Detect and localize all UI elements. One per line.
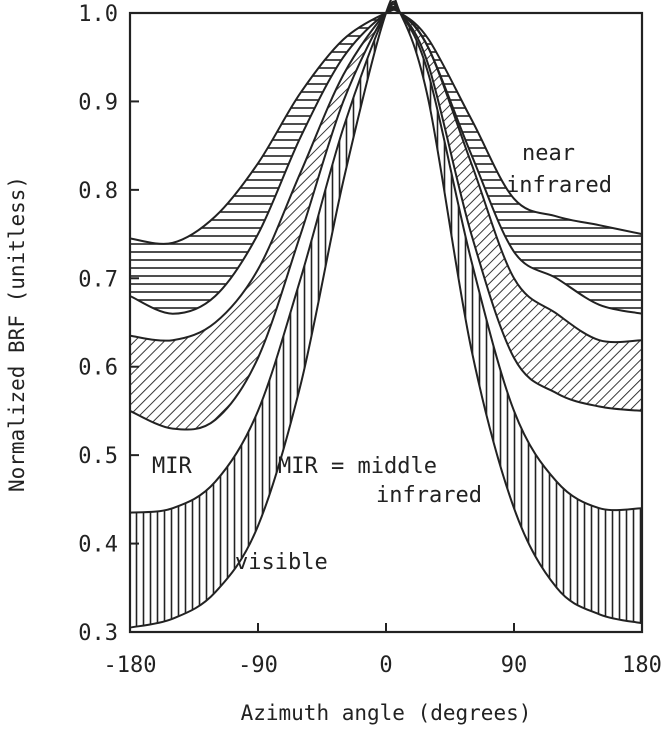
- band-1-lower-edge: [129, 3, 643, 431]
- annotation-infrared-nir: infrared: [506, 173, 612, 198]
- band-1-upper-edge: [129, 5, 643, 344]
- band-2-area: [130, 0, 642, 628]
- y-tick-label-2: 0.5: [78, 444, 118, 469]
- band-2-lower-edge: [129, 0, 643, 629]
- annotation-infrared-mir: infrared: [376, 483, 482, 508]
- x-tick-label-4: 180: [622, 653, 662, 678]
- x-tick-label-1: -90: [238, 653, 278, 678]
- annotation-mir: MIR: [152, 454, 192, 479]
- x-tick-label-2: 0: [379, 653, 392, 678]
- annotation-near: near: [522, 141, 575, 166]
- band-2-upper-edge: [129, 0, 643, 514]
- x-axis-title: Azimuth angle (degrees): [241, 701, 532, 725]
- band-0-area: [130, 7, 642, 314]
- y-tick-label-4: 0.7: [78, 267, 118, 292]
- band-1-area: [130, 4, 642, 430]
- x-tick-label-3: 90: [501, 653, 528, 678]
- y-tick-label-7: 1.0: [78, 2, 118, 27]
- x-tick-label-0: -180: [104, 653, 157, 678]
- y-tick-label-5: 0.8: [78, 179, 118, 204]
- annotation-mir-definition: MIR = middle: [278, 454, 437, 479]
- tick-layer: -180 -90 0 90 180 0.3 0.4 0.5 0.6 0.7 0.8 0.9 1.0: [78, 2, 662, 678]
- plot-frame: [128, 11, 644, 634]
- y-tick-label-1: 0.4: [78, 533, 118, 558]
- y-tick-label-3: 0.6: [78, 356, 118, 381]
- annotation-visible: visible: [235, 550, 328, 575]
- y-tick-label-6: 0.9: [78, 90, 118, 115]
- y-tick-label-0: 0.3: [78, 621, 118, 646]
- y-axis-title: Normalized BRF (unitless): [5, 176, 29, 492]
- band-layer: [129, 0, 643, 629]
- band-0-upper-edge: [129, 8, 643, 245]
